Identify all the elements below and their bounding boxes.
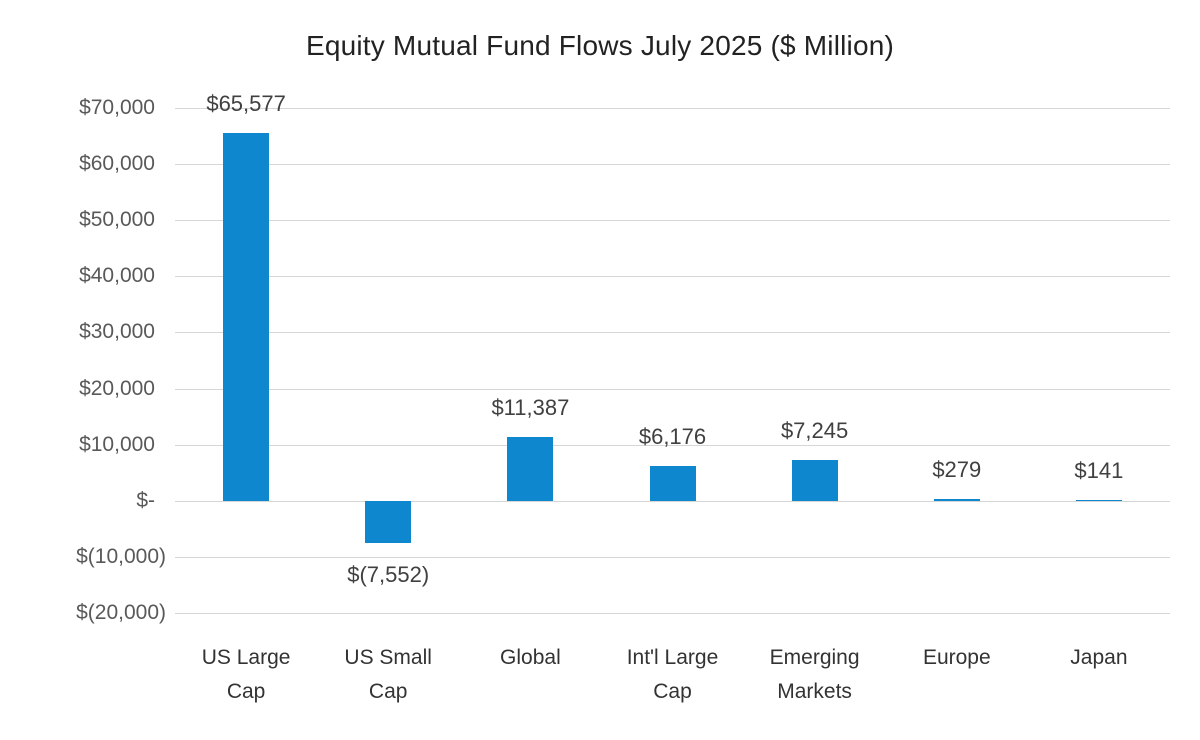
bar-europe <box>933 499 980 501</box>
x-axis-label-int-l-large-cap: Int'l Large Cap <box>626 646 719 703</box>
y-axis-tick-label: $60,000 <box>79 152 155 176</box>
gridline <box>175 164 1170 166</box>
x-axis-label-global: Global <box>500 646 561 669</box>
x-axis-label-us-large-cap: US Large Cap <box>201 646 291 703</box>
x-axis-label-japan: Japan <box>1070 646 1128 669</box>
bar-int-l-large-cap <box>649 466 696 501</box>
x-axis: US Large Cap US Small Cap Global Int'l Larg… <box>175 641 1170 721</box>
gridline <box>175 556 1170 558</box>
x-axis-label-europe: Europe <box>922 646 991 669</box>
data-label-us-large-cap: $65,577 <box>206 90 286 116</box>
bar-emerging-markets <box>791 460 838 501</box>
data-label-us-small-cap: $(7,552) <box>347 562 430 588</box>
bar-us-small-cap <box>365 500 412 544</box>
y-axis-tick-label: $30,000 <box>79 320 155 344</box>
y-axis-tick-label: $40,000 <box>79 264 155 288</box>
y-axis-tick-label: $10,000 <box>79 432 155 456</box>
data-label-global: $11,387 <box>491 394 570 420</box>
chart-title: Equity Mutual Fund Flows July 2025 ($ Mi… <box>305 30 895 61</box>
plot-area: $65,577 $(7,552) $11,387 $6,176 $7,245 $279 $1… <box>175 91 1170 614</box>
y-axis-tick-label: $70,000 <box>79 96 155 119</box>
gridline <box>175 276 1170 278</box>
bar-global <box>507 436 554 501</box>
gridline <box>175 613 1170 614</box>
gridline <box>175 108 1170 109</box>
data-label-emerging-markets: $7,245 <box>780 418 849 444</box>
x-axis-label-emerging-markets: Emerging Markets <box>769 646 860 703</box>
y-axis-tick-label: $- <box>136 488 155 512</box>
y-axis: $(20,000) $(10,000) $- $10,000 $20,000 $30,00… <box>0 96 166 624</box>
gridline <box>175 444 1170 446</box>
gridline <box>175 500 1170 502</box>
data-label-japan: $141 <box>1074 458 1124 483</box>
y-axis-tick-label: $(10,000) <box>76 544 166 568</box>
gridline <box>175 332 1170 334</box>
y-axis-tick-label: $(20,000) <box>76 601 166 624</box>
y-axis-tick-label: $20,000 <box>79 376 155 400</box>
gridline <box>175 220 1170 222</box>
y-axis-tick-label: $50,000 <box>79 208 155 232</box>
bar-japan <box>1075 500 1122 501</box>
data-label-europe: $279 <box>932 457 982 483</box>
x-axis-label-us-small-cap: US Small Cap <box>344 646 432 703</box>
gridline <box>175 388 1170 390</box>
bar-us-large-cap <box>223 132 270 501</box>
data-label-int-l-large-cap: $6,176 <box>638 424 707 450</box>
